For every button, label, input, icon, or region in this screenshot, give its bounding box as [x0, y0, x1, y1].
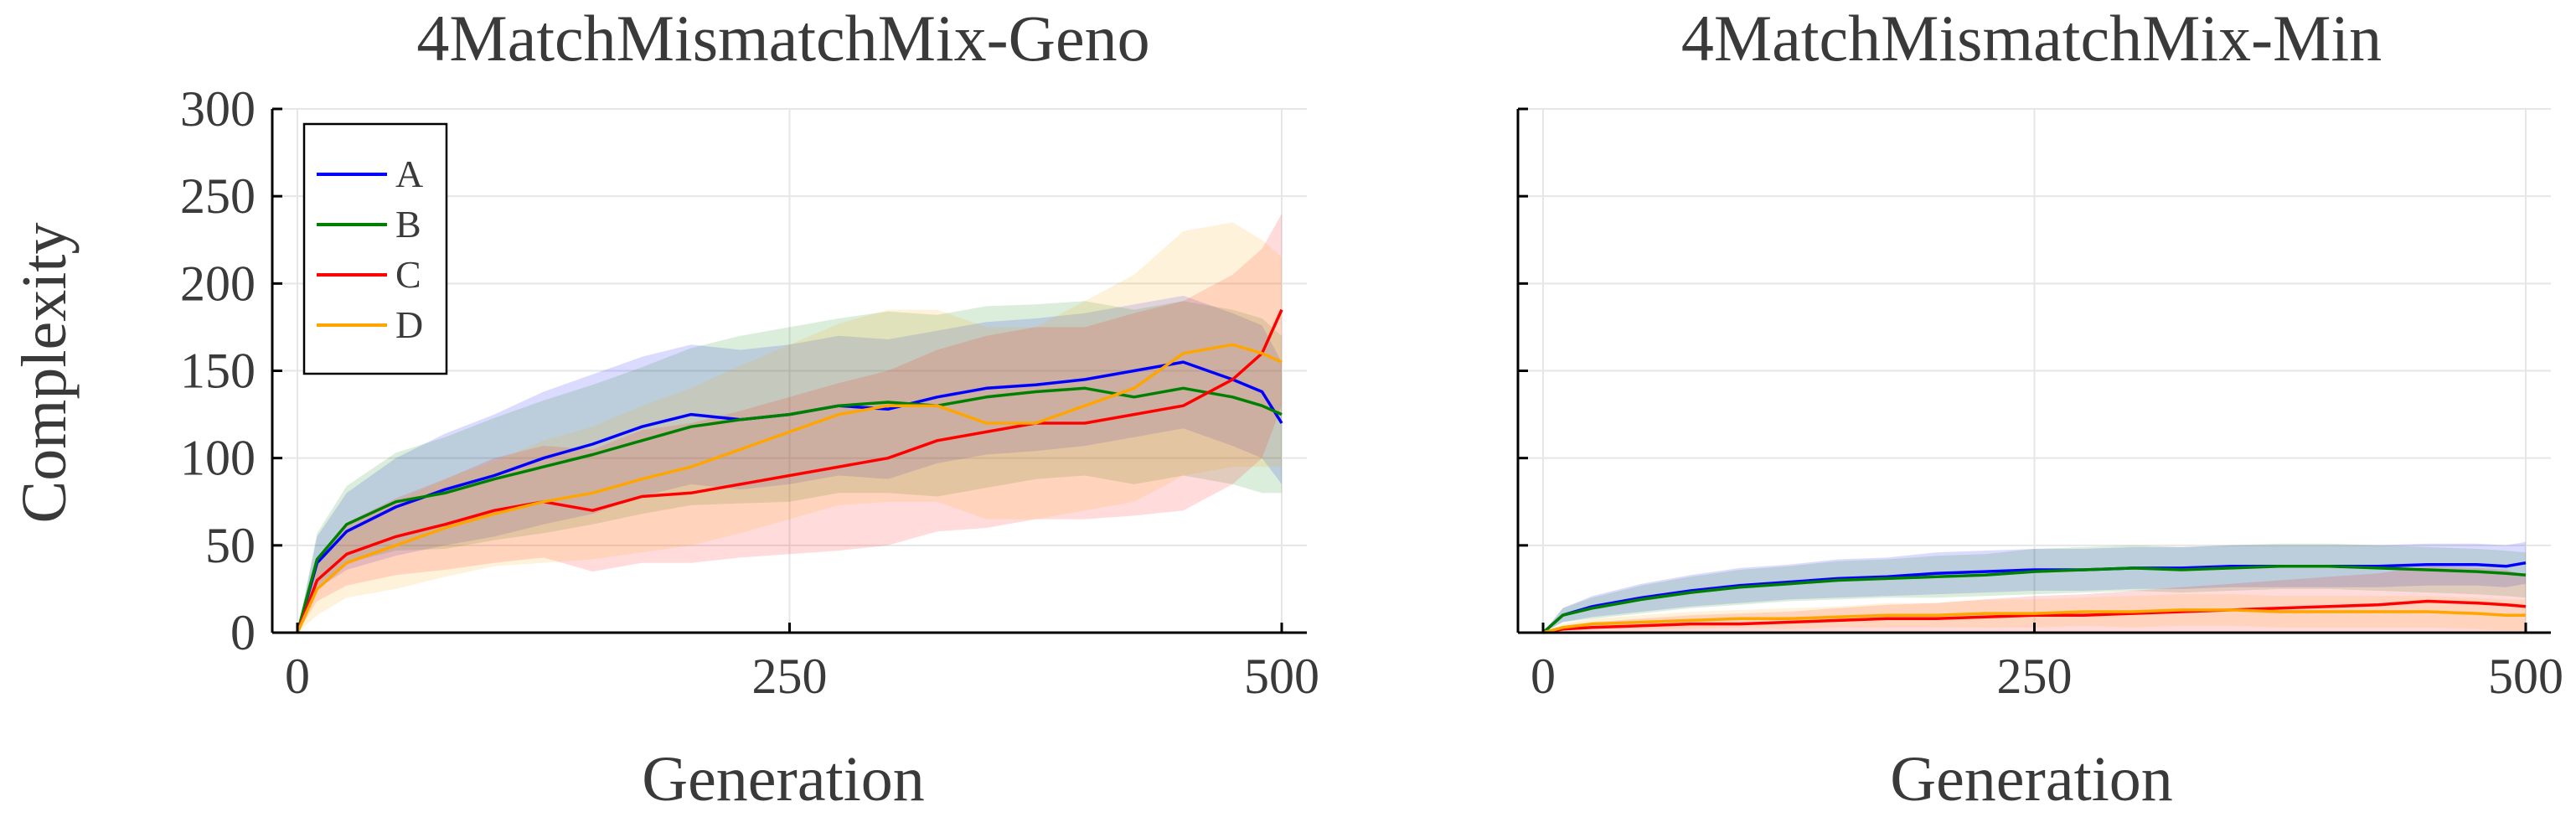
- axes: [271, 107, 1307, 634]
- y-tick-label-3: 150: [180, 344, 256, 399]
- gridlines: [1518, 108, 2551, 633]
- legend-label-a: A: [395, 153, 423, 195]
- y-tick-label-6: 300: [180, 81, 256, 137]
- series-line-c: [1542, 599, 2527, 634]
- series-line-d: [1542, 608, 2526, 634]
- series-lines: [1541, 561, 2527, 634]
- legend-box: [302, 122, 448, 375]
- y-tick-label-1: 50: [205, 518, 256, 573]
- y-tick-label-0: 0: [230, 605, 256, 660]
- band-c: [1543, 566, 2526, 633]
- x-tick-label-2: 500: [2488, 649, 2563, 704]
- series-line-b: [296, 386, 1283, 633]
- tick-labels: 0 250 500: [1531, 649, 2563, 704]
- x-tick-label-2: 500: [1244, 649, 1319, 704]
- tick-labels: 0 250 500 0 50 100 150 200 250 300: [180, 81, 1319, 704]
- band-c: [297, 214, 1282, 633]
- band-d: [297, 222, 1282, 633]
- band-a: [1543, 541, 2526, 633]
- x-tick-label-1: 250: [752, 649, 828, 704]
- legend: A B C D: [302, 122, 448, 375]
- x-tick-label-0: 0: [285, 649, 310, 704]
- y-tick-label-4: 200: [180, 256, 256, 311]
- panel-min: 4MatchMismatchMix-Min 0 250 500 Generation: [1516, 2, 2563, 814]
- series-line-b: [1541, 565, 2527, 634]
- y-tick-label-2: 100: [180, 431, 256, 486]
- x-tick-label-1: 250: [1997, 649, 2073, 704]
- chart-title: 4MatchMismatchMix-Min: [1681, 2, 2382, 75]
- series-lines: [296, 308, 1283, 633]
- legend-label-c: C: [395, 253, 421, 296]
- panel-geno: 4MatchMismatchMix-Geno 0 250 500 0 50 100 150 2…: [9, 2, 1319, 814]
- x-axis-label: Generation: [642, 744, 925, 814]
- series-line-a: [1541, 561, 2527, 634]
- y-tick-label-5: 250: [180, 168, 256, 224]
- chart-title: 4MatchMismatchMix-Geno: [416, 2, 1149, 75]
- y-axis-label: Complexity: [9, 223, 80, 524]
- x-axis-label: Generation: [1890, 744, 2173, 814]
- band-a: [297, 295, 1282, 633]
- axes: [1516, 107, 2551, 634]
- series-line-d: [296, 343, 1283, 633]
- legend-label-d: D: [395, 303, 423, 346]
- series-line-c: [296, 308, 1283, 633]
- legend-label-b: B: [395, 203, 421, 246]
- x-tick-label-0: 0: [1531, 649, 1556, 704]
